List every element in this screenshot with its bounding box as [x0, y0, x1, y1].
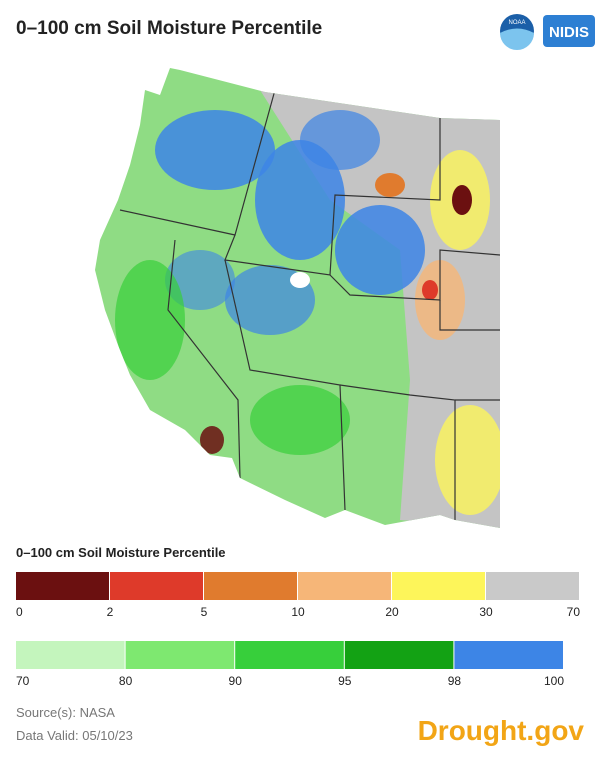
legend-swatch: [16, 572, 109, 600]
legend-swatch: [110, 572, 203, 600]
legend-tick-label: 10: [291, 605, 305, 619]
legend-swatch: [344, 641, 454, 669]
date: Data Valid: 05/10/23: [16, 728, 133, 743]
legend-tick-label: 95: [338, 674, 352, 688]
legend-swatch: [298, 572, 391, 600]
source: Source(s): NASA: [16, 705, 115, 720]
noaa-logo: NOAA: [500, 14, 534, 50]
legend-tick-label: 30: [479, 605, 493, 619]
legend-tick-label: 100: [544, 674, 564, 688]
legend-tick-label: 80: [119, 674, 133, 688]
noaa-text: NOAA: [508, 20, 525, 26]
legend-tick-label: 70: [16, 674, 30, 688]
legend-tick-label: 5: [201, 605, 208, 619]
legend-swatch: [392, 572, 485, 600]
brand: Drought.gov: [418, 715, 585, 746]
legend-tick-label: 98: [448, 674, 462, 688]
title: 0–100 cm Soil Moisture Percentile: [16, 18, 322, 39]
nidis-logo: NIDIS: [543, 15, 595, 47]
legend-swatch: [235, 641, 344, 669]
legend-tick-label: 70: [567, 605, 581, 619]
legend: 0 2 5 10 20 30 70 70 80 90 95 98 100: [16, 572, 580, 688]
legend-swatch: [125, 641, 235, 669]
legend-swatch: [204, 572, 297, 600]
legend-tick-label: 0: [16, 605, 23, 619]
legend-tick-label: 90: [229, 674, 243, 688]
nidis-text: NIDIS: [549, 24, 589, 41]
legend-swatch: [454, 641, 563, 669]
legend-title: 0–100 cm Soil Moisture Percentile: [16, 545, 226, 560]
legend-swatch: [486, 572, 579, 600]
legend-tick-label: 20: [385, 605, 399, 619]
legend-tick-label: 2: [107, 605, 114, 619]
soil-moisture-map: [95, 68, 500, 528]
legend-swatch: [16, 641, 125, 669]
